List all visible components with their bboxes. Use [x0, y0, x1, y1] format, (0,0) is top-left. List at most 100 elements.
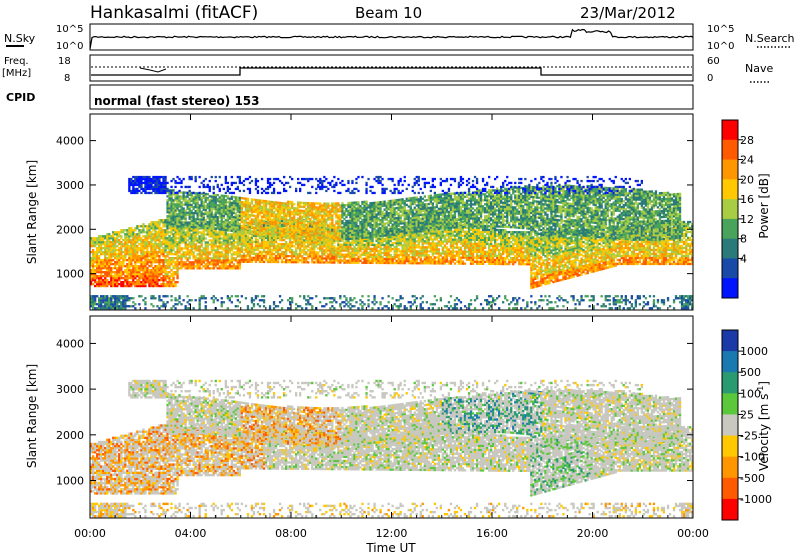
power-cell — [345, 235, 348, 239]
power-cell — [114, 281, 117, 284]
power-cell — [124, 284, 127, 288]
power-cell — [216, 253, 219, 256]
power-cell — [216, 261, 219, 264]
power-cell — [138, 303, 141, 306]
power-cell — [112, 259, 115, 262]
power-cell — [166, 284, 169, 288]
power-cell — [90, 271, 93, 274]
power-cell — [283, 256, 286, 260]
power-cell — [264, 226, 268, 229]
power-cell — [98, 301, 101, 304]
power-cell — [319, 210, 322, 213]
power-cell — [144, 237, 147, 240]
power-cell — [301, 251, 304, 254]
power-cell — [196, 253, 199, 256]
power-cell — [172, 237, 175, 240]
power-cell — [228, 267, 231, 270]
power-cell — [210, 219, 213, 222]
power-cell — [341, 210, 344, 213]
power-cell — [162, 175, 165, 179]
power-cell — [158, 229, 161, 232]
power-cell — [264, 187, 268, 191]
power-cell — [108, 261, 111, 264]
power-cell — [172, 273, 175, 276]
power-cell — [270, 222, 274, 226]
power-cell — [264, 240, 268, 244]
power-cell — [180, 217, 183, 220]
power-cell — [347, 203, 350, 207]
power-cell — [156, 279, 159, 282]
power-cell — [242, 225, 246, 228]
power-cell — [162, 223, 165, 226]
power-cell — [204, 243, 207, 246]
power-cell — [186, 211, 189, 214]
power-cell — [238, 181, 241, 185]
power-cell — [130, 239, 133, 242]
power-cell — [295, 303, 298, 306]
power-cell — [226, 261, 229, 264]
power-cell — [166, 265, 169, 268]
power-cell — [276, 256, 280, 260]
power-cell — [319, 301, 322, 304]
power-cell — [148, 275, 151, 278]
power-cell — [319, 247, 322, 250]
power-cell — [90, 273, 93, 276]
power-cell — [301, 255, 304, 258]
power-cell — [317, 228, 320, 231]
power-cell — [248, 246, 252, 249]
power-cell — [355, 301, 358, 304]
power-cell — [287, 232, 290, 235]
power-cell — [226, 209, 229, 212]
power-cell — [174, 261, 177, 264]
power-cell — [168, 237, 171, 240]
power-cell — [94, 281, 97, 284]
power-cell — [90, 243, 93, 246]
power-cell — [134, 267, 137, 270]
power-cell — [321, 253, 324, 256]
power-cell — [206, 267, 209, 270]
power-cell — [110, 259, 113, 262]
power-cell — [240, 295, 243, 298]
power-cell — [274, 229, 278, 232]
power-cell — [327, 243, 330, 246]
power-cell — [112, 271, 115, 274]
power-cell — [285, 189, 288, 193]
power-cell — [274, 223, 278, 226]
power-cell — [266, 238, 270, 242]
power-cell — [136, 183, 139, 187]
power-cell — [325, 177, 328, 181]
power-cell — [114, 255, 117, 258]
power-cell — [132, 297, 135, 300]
power-cell — [317, 243, 320, 246]
power-cell — [200, 212, 203, 215]
power-cell — [114, 283, 117, 286]
power-cell — [166, 237, 169, 240]
power-cell — [230, 253, 233, 256]
power-cell — [190, 235, 193, 238]
power-cell — [138, 283, 141, 286]
power-cell — [311, 247, 314, 250]
power-cell — [102, 271, 105, 274]
power-cell — [142, 253, 145, 256]
power-cell — [274, 203, 278, 206]
power-cell — [98, 299, 101, 302]
power-cell — [166, 295, 169, 298]
power-cell — [262, 250, 266, 254]
power-cell — [126, 239, 129, 242]
power-cell — [126, 281, 129, 284]
power-cell — [154, 273, 157, 276]
power-cell — [150, 239, 153, 242]
power-cell — [311, 243, 314, 246]
power-cell — [323, 228, 326, 231]
power-cell — [150, 249, 153, 252]
power-cell — [285, 228, 288, 231]
power-cell — [152, 245, 155, 248]
power-cell — [321, 236, 324, 239]
power-cell — [238, 225, 241, 228]
power-cell — [256, 185, 260, 189]
power-cell — [208, 209, 211, 212]
power-cell — [172, 247, 175, 250]
power-cell — [142, 283, 145, 286]
power-cell — [311, 305, 314, 308]
power-cell — [299, 231, 302, 234]
